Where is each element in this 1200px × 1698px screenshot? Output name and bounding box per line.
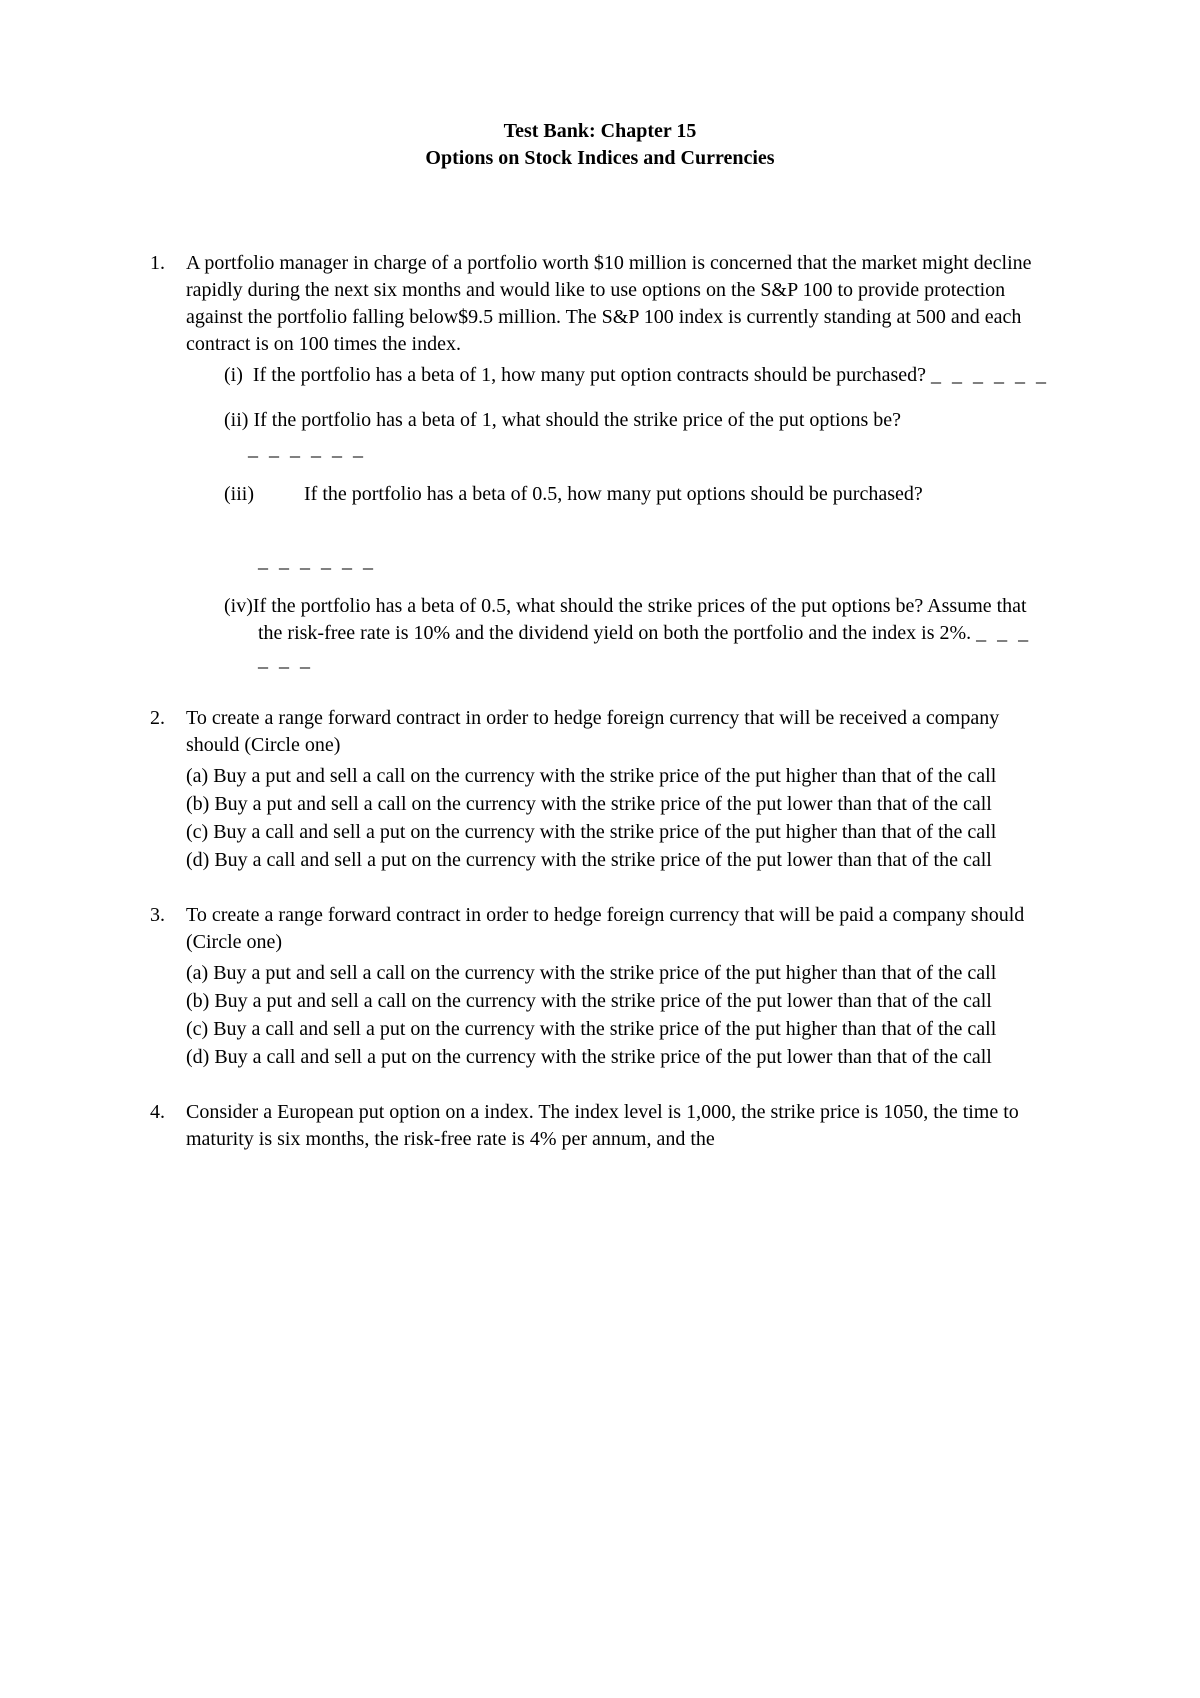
question-stem: To create a range forward contract in or… xyxy=(186,705,1050,759)
question-body: Consider a European put option on a inde… xyxy=(186,1099,1050,1157)
question-number: 3. xyxy=(150,902,186,1072)
question-stem: To create a range forward contract in or… xyxy=(186,902,1050,956)
choice-b[interactable]: (b) Buy a put and sell a call on the cur… xyxy=(186,791,1050,818)
choice-a[interactable]: (a) Buy a put and sell a call on the cur… xyxy=(186,763,1050,790)
question-4: 4. Consider a European put option on a i… xyxy=(150,1099,1050,1157)
question-stem: A portfolio manager in charge of a portf… xyxy=(186,250,1050,358)
answer-blank[interactable]: _ _ _ _ _ _ xyxy=(931,364,1049,386)
choice-label: (b) xyxy=(186,793,209,815)
choice-label: (a) xyxy=(186,962,208,984)
sub-question-iii: (iii) If the portfolio has a beta of 0.5… xyxy=(186,481,1050,508)
question-body: To create a range forward contract in or… xyxy=(186,902,1050,1072)
question-number: 2. xyxy=(150,705,186,875)
sub-question-i: (i) If the portfolio has a beta of 1, ho… xyxy=(186,362,1050,389)
sub-label: (iii) xyxy=(224,483,304,505)
choice-b[interactable]: (b) Buy a put and sell a call on the cur… xyxy=(186,988,1050,1015)
choice-list: (a) Buy a put and sell a call on the cur… xyxy=(186,960,1050,1071)
choice-d[interactable]: (d) Buy a call and sell a put on the cur… xyxy=(186,847,1050,874)
sub-label: (iv) xyxy=(224,595,253,617)
sub-label: (ii) xyxy=(224,409,248,431)
answer-blank[interactable]: _ _ _ _ _ _ xyxy=(258,550,376,572)
choice-text: Buy a put and sell a call on the currenc… xyxy=(213,962,996,984)
sub-text: If the portfolio has a beta of 1, how ma… xyxy=(253,364,931,386)
question-2: 2. To create a range forward contract in… xyxy=(150,705,1050,875)
sub-text: If the portfolio has a beta of 0.5, what… xyxy=(253,595,1027,644)
title-line-1: Test Bank: Chapter 15 xyxy=(150,118,1050,145)
question-body: To create a range forward contract in or… xyxy=(186,705,1050,875)
choice-text: Buy a call and sell a put on the currenc… xyxy=(214,1046,992,1068)
choice-label: (d) xyxy=(186,849,209,871)
question-1: 1. A portfolio manager in charge of a po… xyxy=(150,250,1050,678)
choice-text: Buy a put and sell a call on the currenc… xyxy=(214,990,992,1012)
choice-text: Buy a call and sell a put on the currenc… xyxy=(214,849,992,871)
choice-a[interactable]: (a) Buy a put and sell a call on the cur… xyxy=(186,960,1050,987)
sub-text: If the portfolio has a beta of 0.5, how … xyxy=(304,483,923,505)
question-body: A portfolio manager in charge of a portf… xyxy=(186,250,1050,678)
answer-blank[interactable]: _ _ _ _ _ _ xyxy=(248,438,366,460)
choice-label: (c) xyxy=(186,821,208,843)
choice-text: Buy a call and sell a put on the currenc… xyxy=(213,821,996,843)
choice-c[interactable]: (c) Buy a call and sell a put on the cur… xyxy=(186,1016,1050,1043)
sub-label: (i) xyxy=(224,364,243,386)
choice-c[interactable]: (c) Buy a call and sell a put on the cur… xyxy=(186,819,1050,846)
sub-question-list: (i) If the portfolio has a beta of 1, ho… xyxy=(186,362,1050,674)
title-line-2: Options on Stock Indices and Currencies xyxy=(150,145,1050,172)
choice-text: Buy a put and sell a call on the currenc… xyxy=(214,793,992,815)
sub-question-ii: (ii) If the portfolio has a beta of 1, w… xyxy=(186,407,1050,463)
choice-label: (c) xyxy=(186,1018,208,1040)
sub-question-iv: (iv)If the portfolio has a beta of 0.5, … xyxy=(186,593,1050,674)
sub-text: If the portfolio has a beta of 1, what s… xyxy=(253,409,901,431)
choice-label: (d) xyxy=(186,1046,209,1068)
choice-text: Buy a put and sell a call on the currenc… xyxy=(213,765,996,787)
question-stem: Consider a European put option on a inde… xyxy=(186,1099,1050,1153)
choice-label: (a) xyxy=(186,765,208,787)
choice-label: (b) xyxy=(186,990,209,1012)
answer-blank-line: _ _ _ _ _ _ xyxy=(186,548,1050,575)
question-number: 4. xyxy=(150,1099,186,1157)
choice-d[interactable]: (d) Buy a call and sell a put on the cur… xyxy=(186,1044,1050,1071)
choice-list: (a) Buy a put and sell a call on the cur… xyxy=(186,763,1050,874)
question-3: 3. To create a range forward contract in… xyxy=(150,902,1050,1072)
question-number: 1. xyxy=(150,250,186,678)
choice-text: Buy a call and sell a put on the currenc… xyxy=(213,1018,996,1040)
document-title: Test Bank: Chapter 15 Options on Stock I… xyxy=(150,118,1050,172)
